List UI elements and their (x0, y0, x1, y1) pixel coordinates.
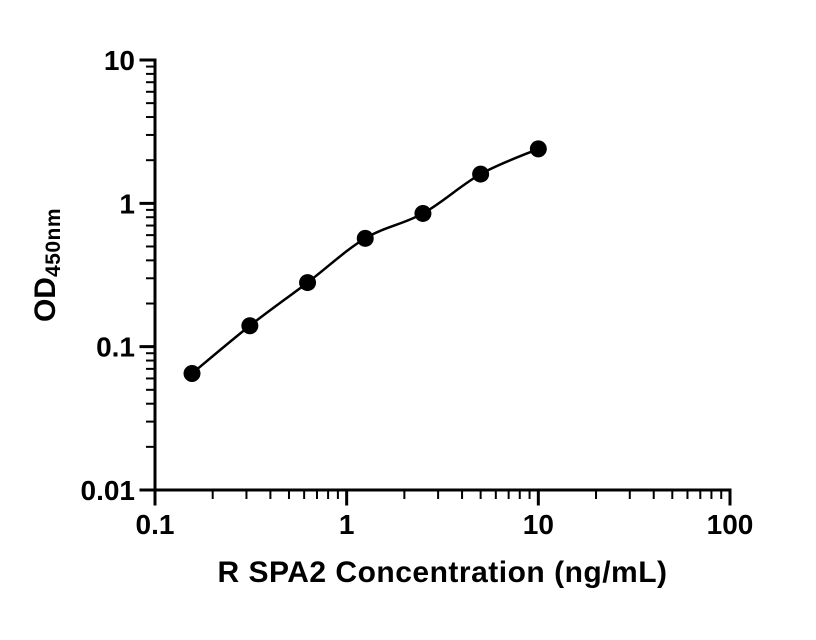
y-tick-label: 10 (104, 45, 135, 76)
x-axis-title: R SPA2 Concentration (ng/mL) (155, 556, 730, 590)
x-tick-label: 100 (707, 509, 754, 540)
y-axis-title-sub: 450nm (42, 207, 65, 278)
y-tick-label: 0.01 (81, 475, 136, 506)
data-point (414, 204, 432, 222)
y-axis-title-main: OD (29, 277, 62, 323)
data-point (241, 317, 259, 335)
fit-curve (191, 147, 539, 375)
x-tick-label: 1 (339, 509, 355, 540)
x-axis-title-text: R SPA2 Concentration (ng/mL) (217, 556, 668, 589)
data-point (472, 165, 490, 183)
x-tick-label: 0.1 (136, 509, 175, 540)
y-tick-label: 1 (119, 188, 135, 219)
data-point (299, 274, 317, 292)
y-axis-title: OD450nm (29, 207, 65, 323)
y-tick-label: 0.1 (96, 332, 135, 363)
x-tick-label: 10 (523, 509, 554, 540)
data-point (529, 140, 547, 158)
data-point (356, 229, 374, 247)
data-point (183, 364, 201, 382)
